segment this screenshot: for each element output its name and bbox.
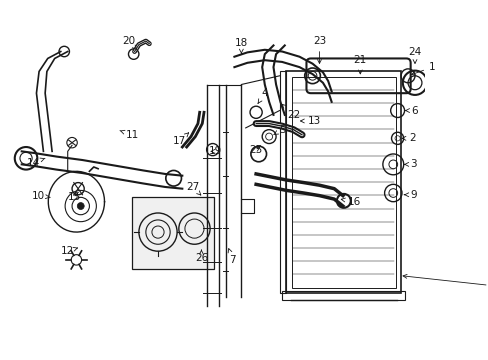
Text: 20: 20 [122,36,136,49]
Text: 6: 6 [405,105,417,116]
Bar [286,72,400,293]
Circle shape [77,203,84,210]
Text: 18: 18 [234,38,247,54]
Bar [279,72,286,293]
Text: 1: 1 [411,62,435,75]
Text: 9: 9 [404,190,416,200]
Text: 25: 25 [249,145,262,154]
Text: 14: 14 [26,158,45,168]
Text: 2: 2 [401,133,415,143]
Text: 26: 26 [194,250,207,263]
Text: 19: 19 [208,147,222,156]
Text: 15: 15 [68,192,81,202]
Text: 21: 21 [353,55,366,74]
Text: 7: 7 [228,249,236,265]
Text: 23: 23 [312,36,325,63]
Text: 5: 5 [273,125,285,135]
Bar [132,197,214,269]
Text: 16: 16 [341,197,360,207]
Text: 22: 22 [282,104,300,120]
Bar [291,77,395,288]
Text: 11: 11 [120,130,138,140]
Text: 13: 13 [300,116,320,126]
Text: 4: 4 [258,88,267,103]
Text: 10: 10 [32,191,50,201]
Bar [282,291,405,300]
Text: 3: 3 [404,159,416,169]
Text: 24: 24 [407,46,421,63]
Text: 8: 8 [402,274,488,291]
Text: 27: 27 [186,182,201,195]
Text: 17: 17 [173,133,188,146]
Text: 12: 12 [61,246,77,256]
